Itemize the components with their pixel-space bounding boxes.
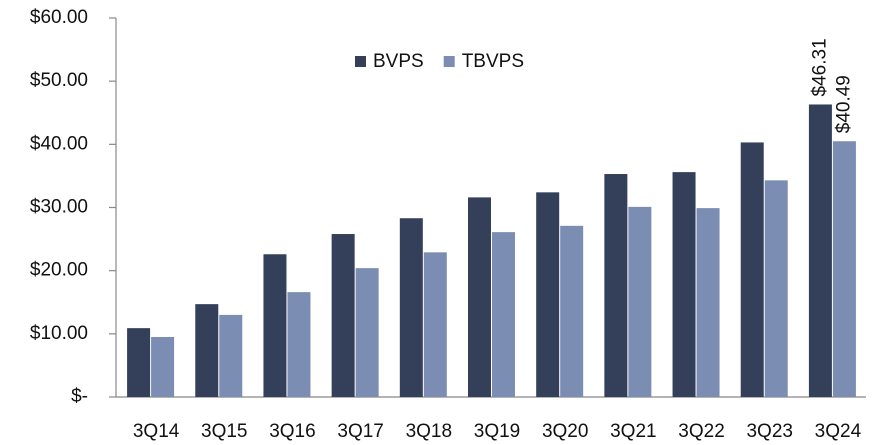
bar [287, 292, 311, 397]
bar [672, 172, 696, 397]
bar [740, 142, 764, 397]
bar [832, 141, 856, 397]
y-tick-label: $50.00 [30, 70, 88, 91]
y-tick-label: $- [71, 386, 88, 407]
legend-swatch [443, 56, 455, 67]
x-tick-label: 3Q24 [815, 421, 862, 442]
x-tick-label: 3Q19 [474, 421, 520, 442]
x-tick-label: 3Q14 [133, 421, 180, 442]
x-tick-label: 3Q15 [201, 421, 247, 442]
y-tick-label: $30.00 [30, 197, 88, 218]
bar [263, 254, 287, 397]
x-tick-label: 3Q21 [610, 421, 656, 442]
bar [468, 197, 491, 397]
x-tick-label: 3Q23 [746, 421, 792, 442]
bar [764, 180, 788, 397]
bar [492, 232, 515, 397]
x-tick-label: 3Q18 [406, 421, 452, 442]
y-tick-label: $10.00 [30, 323, 88, 344]
legend-label: TBVPS [462, 51, 524, 72]
x-tick-label: 3Q16 [269, 421, 315, 442]
legend-label: BVPS [373, 51, 424, 72]
bar [127, 328, 151, 397]
value-label: $40.49 [833, 75, 854, 133]
bar [808, 104, 832, 398]
bar [696, 208, 720, 397]
bar [536, 192, 560, 397]
value-label: $46.31 [809, 38, 830, 96]
bar [604, 174, 628, 397]
x-tick-label: 3Q20 [542, 421, 588, 442]
bar [628, 206, 652, 397]
x-tick-label: 3Q22 [678, 421, 724, 442]
bar [399, 218, 423, 397]
bar [423, 252, 447, 397]
bar [195, 304, 219, 397]
bar [219, 314, 243, 397]
legend-swatch [355, 56, 366, 67]
y-tick-label: $20.00 [30, 260, 88, 281]
y-tick-label: $40.00 [30, 133, 88, 154]
bar [331, 234, 355, 397]
bar [560, 225, 584, 397]
bar [355, 268, 379, 397]
bar [151, 336, 175, 397]
y-tick-label: $60.00 [30, 7, 88, 28]
x-tick-label: 3Q17 [337, 421, 383, 442]
